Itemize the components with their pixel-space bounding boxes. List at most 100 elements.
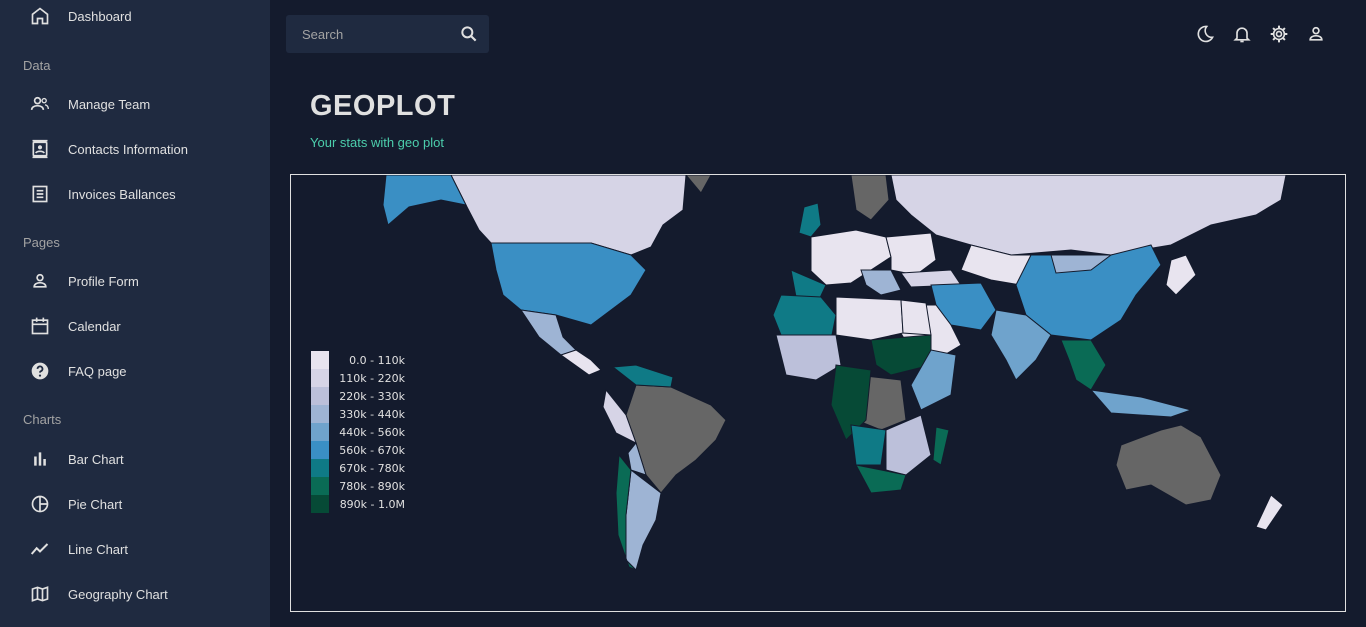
legend-swatch (311, 387, 329, 405)
region-sudan (870, 334, 932, 376)
search-bar (286, 15, 489, 53)
sidebar-item-calendar[interactable]: Calendar (0, 306, 270, 346)
region-west-africa (775, 334, 842, 381)
legend-item: 670k - 780k (311, 459, 405, 477)
page-title: GEOPLOT (310, 90, 456, 122)
legend-item: 890k - 1.0M (311, 495, 405, 513)
search-input[interactable] (302, 26, 452, 42)
sidebar-item-invoices[interactable]: Invoices Ballances (0, 174, 270, 214)
sidebar-item-geography-chart[interactable]: Geography Chart (0, 574, 270, 614)
legend-item: 110k - 220k (311, 369, 405, 387)
legend-label: 670k - 780k (339, 461, 405, 475)
sidebar-item-label: Manage Team (68, 96, 151, 112)
legend-item: 560k - 670k (311, 441, 405, 459)
region-eastern-europe (885, 232, 937, 276)
region-east-africa (910, 349, 957, 411)
bar-chart-icon (30, 449, 50, 469)
region-colombia-venezuela (611, 364, 674, 388)
region-southeast-asia (1060, 339, 1107, 391)
sidebar-item-label: Bar Chart (68, 451, 124, 467)
sidebar-item-label: Invoices Ballances (68, 186, 176, 202)
sidebar-item-label: Contacts Information (68, 141, 188, 157)
sidebar-item-dashboard[interactable]: Dashboard (0, 0, 270, 36)
region-alaska (382, 175, 467, 226)
legend-swatch (311, 459, 329, 477)
sidebar-item-label: Dashboard (68, 8, 132, 24)
legend-label: 0.0 - 110k (349, 353, 405, 367)
section-label-data: Data (23, 58, 51, 73)
sidebar-item-profile-form[interactable]: Profile Form (0, 261, 270, 301)
people-icon (30, 94, 50, 114)
region-china (1015, 244, 1162, 341)
region-angola (850, 424, 887, 466)
topbar-icons (1195, 24, 1326, 44)
region-uk (798, 202, 822, 238)
region-central-america (559, 349, 602, 376)
line-chart-icon (30, 539, 50, 559)
map-icon (30, 584, 50, 604)
legend-label: 330k - 440k (339, 407, 405, 421)
sidebar-item-pie-chart[interactable]: Pie Chart (0, 484, 270, 524)
bell-icon[interactable] (1232, 24, 1252, 44)
receipt-icon (30, 184, 50, 204)
calendar-icon (30, 316, 50, 336)
sidebar-item-manage-team[interactable]: Manage Team (0, 84, 270, 124)
help-icon (30, 361, 50, 381)
sidebar-item-bar-chart[interactable]: Bar Chart (0, 439, 270, 479)
region-japan (1165, 254, 1197, 296)
region-algeria-libya (835, 296, 904, 341)
sidebar-item-contacts[interactable]: Contacts Information (0, 129, 270, 169)
moon-icon[interactable] (1195, 24, 1215, 44)
home-icon (30, 6, 50, 26)
legend-item: 780k - 890k (311, 477, 405, 495)
pie-chart-icon (30, 494, 50, 514)
legend-swatch (311, 405, 329, 423)
person-icon[interactable] (1306, 24, 1326, 44)
region-indonesia (1089, 389, 1193, 418)
page-subtitle: Your stats with geo plot (310, 135, 444, 150)
main-content: GEOPLOT Your stats with geo plot (270, 0, 1366, 627)
contacts-icon (30, 139, 50, 159)
region-south-africa (855, 464, 907, 494)
sidebar: Dashboard Data Manage Team Contacts Info… (0, 0, 270, 627)
legend-item: 0.0 - 110k (311, 351, 405, 369)
sidebar-item-label: Calendar (68, 318, 121, 334)
region-madagascar (932, 426, 950, 466)
region-new-zealand (1255, 494, 1284, 531)
region-india (990, 309, 1052, 381)
region-russia (890, 175, 1287, 256)
search-icon[interactable] (459, 24, 479, 44)
region-egypt (900, 299, 932, 336)
legend-swatch (311, 369, 329, 387)
world-map[interactable] (291, 175, 1346, 612)
region-balkans (860, 269, 902, 296)
map-legend: 0.0 - 110k 110k - 220k 220k - 330k 330k … (311, 351, 405, 513)
sidebar-item-faq[interactable]: FAQ page (0, 351, 270, 391)
region-greenland (685, 175, 712, 194)
region-mongolia (1050, 254, 1113, 274)
gear-icon[interactable] (1269, 24, 1289, 44)
legend-swatch (311, 423, 329, 441)
legend-swatch (311, 441, 329, 459)
legend-label: 110k - 220k (339, 371, 405, 385)
region-australia (1115, 424, 1222, 506)
legend-item: 220k - 330k (311, 387, 405, 405)
sidebar-item-label: FAQ page (68, 363, 127, 379)
sidebar-item-label: Profile Form (68, 273, 139, 289)
person-icon (30, 271, 50, 291)
sidebar-item-label: Pie Chart (68, 496, 123, 512)
region-scandinavia (850, 175, 890, 221)
sidebar-item-label: Geography Chart (68, 586, 168, 602)
sidebar-item-line-chart[interactable]: Line Chart (0, 529, 270, 569)
legend-swatch (311, 477, 329, 495)
legend-swatch (311, 495, 329, 513)
legend-label: 440k - 560k (339, 425, 405, 439)
legend-swatch (311, 351, 329, 369)
sidebar-item-label: Line Chart (68, 541, 128, 557)
region-chile (615, 453, 637, 571)
legend-item: 330k - 440k (311, 405, 405, 423)
region-brazil (625, 384, 727, 494)
geo-map[interactable]: 0.0 - 110k 110k - 220k 220k - 330k 330k … (290, 174, 1346, 612)
region-south-africa-east (885, 414, 932, 476)
